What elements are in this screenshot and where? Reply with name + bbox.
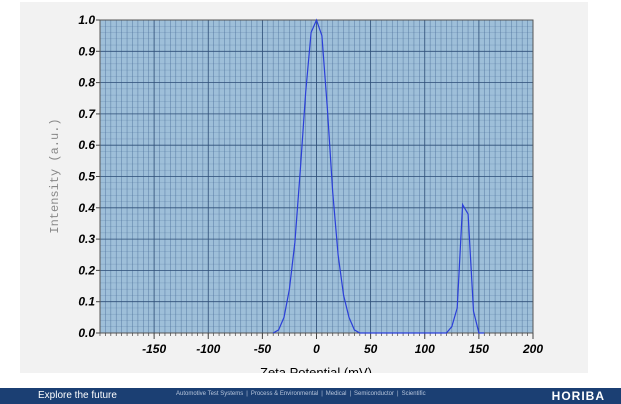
y-tick-label: 0.1: [78, 295, 95, 309]
footer-nav-link[interactable]: Medical: [325, 391, 347, 397]
y-axis-ticks: 0.0 0.1 0.2 0.3 0.4 0.5 0.6 0.7 0.8 0.9 1.0: [78, 13, 100, 340]
series-line: [272, 18, 485, 334]
footer-nav-link[interactable]: Process & Environmental: [250, 391, 319, 397]
footer-nav-link[interactable]: Semiconductor: [354, 391, 395, 397]
footer-nav-separator: |: [321, 391, 323, 397]
y-tick-label: 0.7: [78, 107, 96, 121]
y-tick-label: 0.4: [78, 201, 95, 215]
x-tick-label: -150: [142, 342, 166, 356]
y-tick-label: 0.9: [78, 44, 95, 58]
y-tick-label: 0.0: [78, 326, 95, 340]
x-tick-label: 150: [469, 342, 489, 356]
footer-tagline: Explore the future: [38, 390, 117, 401]
zeta-potential-chart: 0.00.10.20.30.40.50.60.70.80.91.0 -150 -1…: [48, 13, 543, 373]
footer-nav-separator: |: [349, 391, 351, 397]
footer-nav-link[interactable]: Automotive Test Systems: [176, 391, 244, 397]
horiba-logo: HORIBA: [551, 389, 605, 403]
y-tick-label: 1.0: [78, 13, 95, 27]
major-grid: [100, 19, 534, 334]
y-axis-label: Intensity (a.u.): [48, 118, 62, 233]
x-tick-label: 50: [364, 342, 378, 356]
footer-nav-link[interactable]: Scientific: [401, 391, 426, 397]
y-tick-label: 0.3: [78, 232, 95, 246]
y-tick-label: 0.5: [78, 170, 95, 184]
y-tick-label: 0.2: [78, 263, 95, 277]
x-tick-label: 200: [522, 342, 543, 356]
footer-nav: Automotive Test Systems | Process & Enviro…: [176, 391, 426, 397]
x-axis-label: Zeta Potential (mV): [260, 365, 372, 373]
footer-bar: Explore the future Automotive Test Syste…: [0, 388, 621, 404]
y-tick-label: 0.6: [78, 138, 95, 152]
x-tick-label: 100: [415, 342, 435, 356]
footer-nav-separator: |: [397, 391, 399, 397]
x-tick-label: -50: [254, 342, 272, 356]
y-tick-label: 0.8: [78, 76, 95, 90]
x-tick-label: 0: [313, 342, 320, 356]
x-tick-label: -100: [196, 342, 220, 356]
footer-nav-separator: |: [246, 391, 248, 397]
chart-frame: 0.0 0.1 0.2 0.3 0.4 0.5 0.6 0.7 0.8 0.9 1.0 -150 -1…: [20, 2, 588, 373]
x-axis-ticks: -150 -100 -50 0 50 100 150 200: [142, 333, 543, 356]
